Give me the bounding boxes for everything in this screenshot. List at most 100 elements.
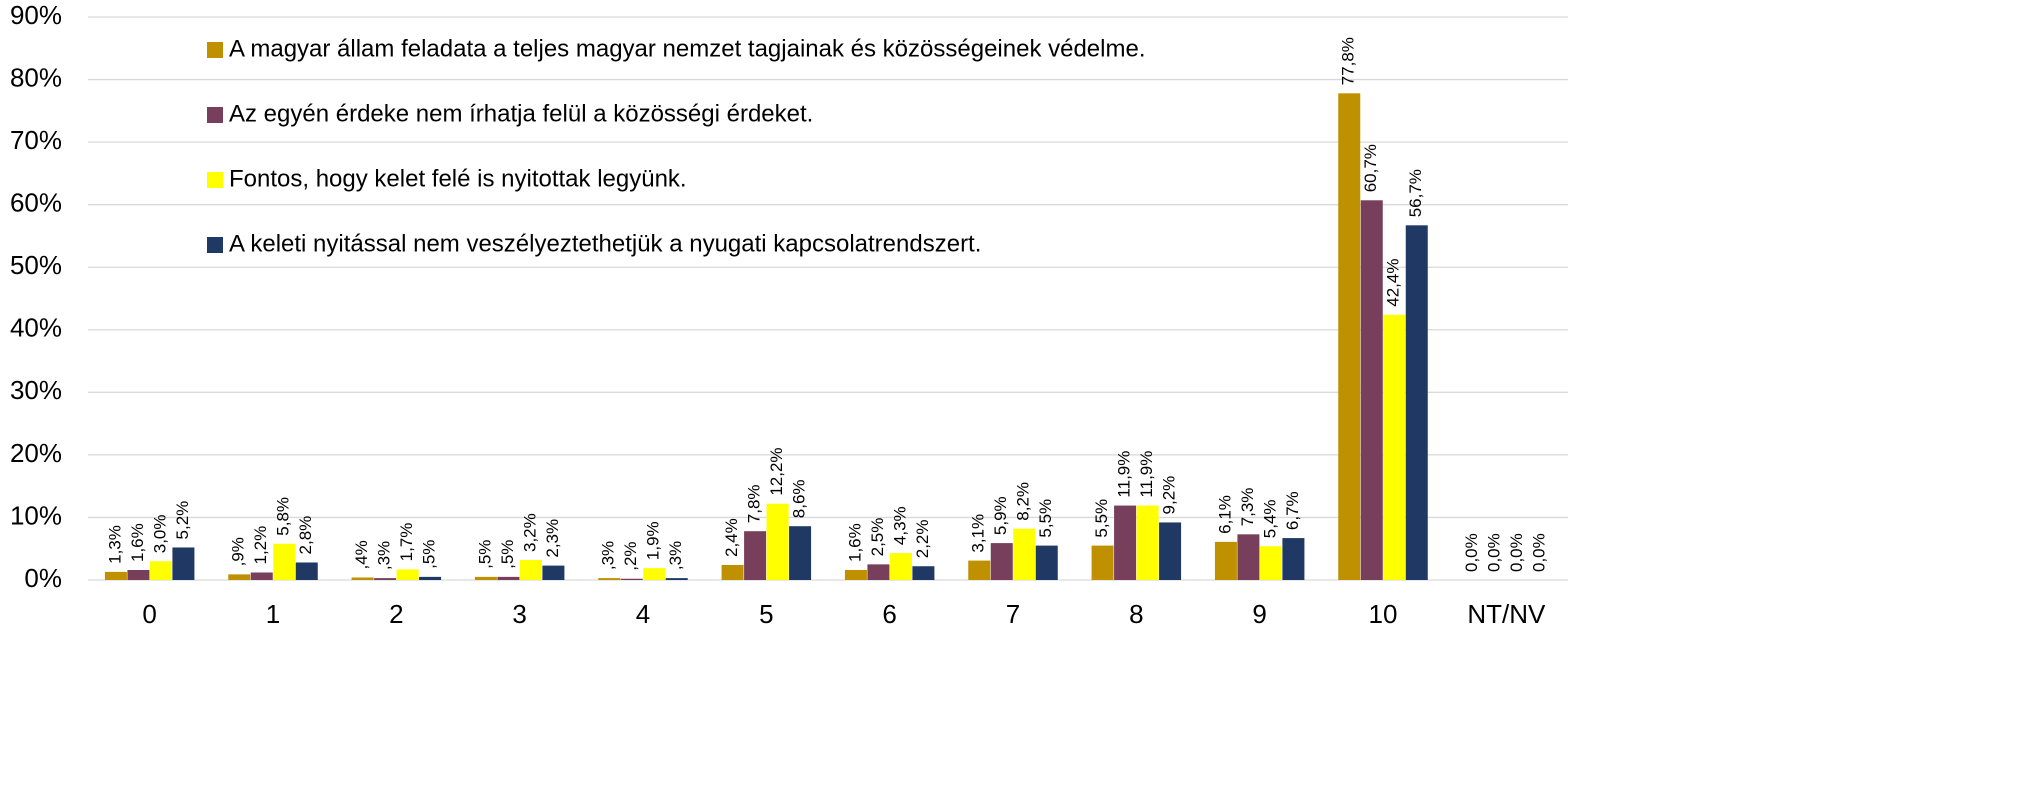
x-tick-label: NT/NV — [1467, 599, 1546, 629]
x-tick-label: 5 — [759, 599, 773, 629]
data-label: ,3% — [599, 541, 618, 570]
bar — [1338, 93, 1361, 580]
legend-label: A keleti nyitással nem veszélyeztethetjü… — [229, 230, 981, 257]
data-label: 5,5% — [1036, 499, 1055, 538]
data-label: 7,8% — [745, 484, 764, 523]
bar — [419, 576, 442, 580]
data-label: 2,8% — [296, 516, 315, 555]
bar — [149, 561, 172, 580]
x-tick-label: 2 — [389, 599, 403, 629]
data-label: 1,6% — [128, 523, 147, 562]
data-label: 12,2% — [767, 447, 786, 495]
data-label: 2,3% — [543, 519, 562, 558]
bar — [889, 553, 912, 580]
bar — [396, 569, 419, 580]
x-tick-label: 10 — [1369, 599, 1398, 629]
data-label: 1,7% — [397, 523, 416, 562]
x-tick-label: 3 — [512, 599, 526, 629]
x-tick-label: 0 — [142, 599, 156, 629]
y-tick-label: 90% — [10, 0, 62, 30]
data-label: 60,7% — [1361, 144, 1380, 192]
legend-label: A magyar állam feladata a teljes magyar … — [229, 35, 1146, 62]
data-label: 0,0% — [1485, 533, 1504, 572]
bar — [744, 531, 767, 580]
bar — [766, 503, 789, 580]
data-label: 1,6% — [845, 523, 864, 562]
data-label: 5,2% — [173, 501, 192, 540]
data-label: 77,8% — [1339, 37, 1358, 85]
legend-swatch — [207, 172, 223, 188]
y-tick-label: 40% — [10, 313, 62, 343]
bar — [273, 543, 296, 580]
bar — [1159, 522, 1182, 580]
legend-swatch — [207, 107, 223, 123]
data-label: 8,2% — [1014, 482, 1033, 521]
data-label: ,4% — [352, 540, 371, 569]
legend-label: Fontos, hogy kelet felé is nyitottak leg… — [229, 165, 687, 192]
bar — [867, 564, 890, 580]
x-tick-label: 9 — [1252, 599, 1266, 629]
x-tick-label: 8 — [1129, 599, 1143, 629]
data-label: 6,1% — [1215, 495, 1234, 534]
bar — [643, 568, 666, 580]
data-label: 6,7% — [1283, 491, 1302, 530]
bar — [598, 578, 621, 580]
y-tick-label: 70% — [10, 125, 62, 155]
legend-swatch — [207, 42, 223, 58]
data-label: 9,2% — [1160, 476, 1179, 515]
bar — [721, 564, 744, 580]
bar — [127, 569, 150, 580]
bar — [1136, 505, 1159, 580]
data-label: 2,2% — [913, 519, 932, 558]
bar — [351, 577, 374, 580]
data-label: 5,8% — [274, 497, 293, 536]
data-label: 1,3% — [105, 525, 124, 564]
bar — [1237, 534, 1260, 580]
y-tick-label: 10% — [10, 500, 62, 530]
data-label: 0,0% — [1530, 533, 1549, 572]
bar — [1035, 545, 1058, 580]
data-label: 5,4% — [1260, 499, 1279, 538]
data-label: 3,0% — [150, 514, 169, 553]
bar — [1405, 225, 1428, 580]
data-label: ,5% — [475, 540, 494, 569]
bar — [1091, 545, 1114, 580]
x-tick-label: 1 — [266, 599, 280, 629]
data-label: 5,9% — [991, 496, 1010, 535]
y-tick-label: 80% — [10, 62, 62, 92]
data-label: 42,4% — [1384, 259, 1403, 307]
bar — [990, 543, 1013, 580]
y-tick-label: 60% — [10, 188, 62, 218]
bar — [1214, 541, 1237, 580]
bar — [1282, 538, 1305, 580]
data-label: ,5% — [498, 540, 517, 569]
bar — [172, 547, 195, 580]
data-label: 5,5% — [1092, 499, 1111, 538]
legend-swatch — [207, 237, 223, 253]
data-label: 2,5% — [868, 518, 887, 557]
bar — [497, 576, 520, 580]
y-tick-label: 0% — [24, 563, 62, 593]
bar — [844, 569, 867, 580]
data-label: 3,2% — [520, 513, 539, 552]
bar — [1013, 528, 1036, 580]
bar — [1114, 505, 1137, 580]
bar — [1259, 546, 1282, 580]
legend-label: Az egyén érdeke nem írhatja felül a közö… — [229, 100, 813, 127]
bar — [250, 572, 273, 580]
data-label: 1,9% — [644, 521, 663, 560]
bar — [228, 574, 251, 580]
data-label: ,5% — [420, 540, 439, 569]
x-tick-label: 7 — [1006, 599, 1020, 629]
bar — [620, 578, 643, 580]
bar — [789, 526, 812, 580]
y-tick-label: 50% — [10, 250, 62, 280]
bar — [912, 566, 935, 580]
data-label: 1,2% — [251, 526, 270, 565]
data-label: 2,4% — [722, 518, 741, 557]
bar — [474, 576, 497, 580]
data-label: ,9% — [229, 537, 248, 566]
bar — [519, 559, 542, 580]
data-label: 56,7% — [1406, 169, 1425, 217]
